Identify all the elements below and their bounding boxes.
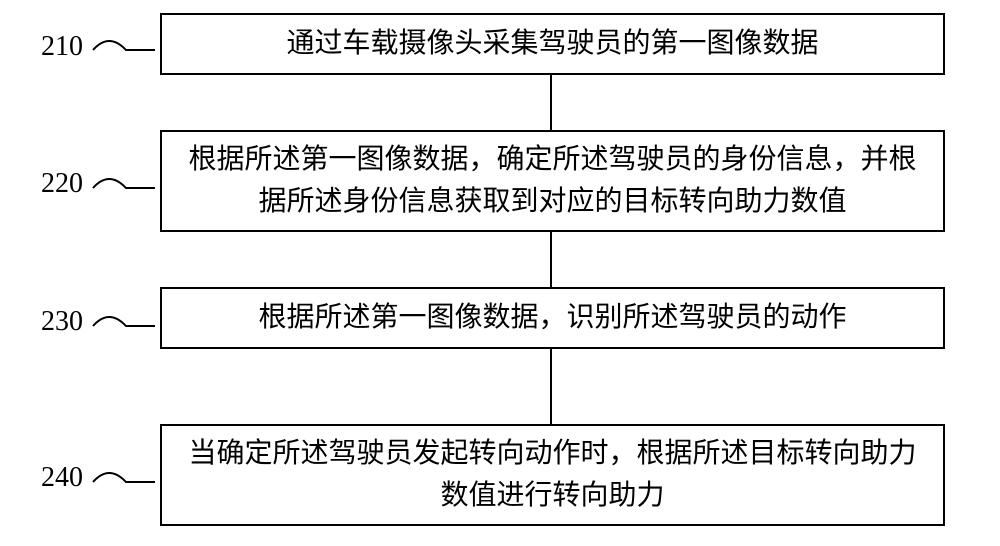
step-box-240: 当确定所述驾驶员发起转向动作时，根据所述目标转向助力数值进行转向助力 <box>160 424 945 526</box>
flowchart-container: 210 通过车载摄像头采集驾驶员的第一图像数据 220 根据所述第一图像数据，确… <box>0 0 1000 546</box>
step-text-210: 通过车载摄像头采集驾驶员的第一图像数据 <box>286 23 818 65</box>
step-text-240: 当确定所述驾驶员发起转向动作时，根据所述目标转向助力数值进行转向助力 <box>182 433 923 517</box>
step-box-210: 通过车载摄像头采集驾驶员的第一图像数据 <box>160 13 945 75</box>
connector-210-220 <box>550 75 552 130</box>
step-text-220: 根据所述第一图像数据，确定所述驾驶员的身份信息，并根据所述身份信息获取到对应的目… <box>182 139 923 223</box>
step-box-230: 根据所述第一图像数据，识别所述驾驶员的动作 <box>160 287 945 349</box>
step-box-220: 根据所述第一图像数据，确定所述驾驶员的身份信息，并根据所述身份信息获取到对应的目… <box>160 130 945 232</box>
connector-230-240 <box>550 349 552 424</box>
step-text-230: 根据所述第一图像数据，识别所述驾驶员的动作 <box>258 297 846 339</box>
label-connector-240 <box>0 0 160 520</box>
connector-220-230 <box>550 232 552 287</box>
